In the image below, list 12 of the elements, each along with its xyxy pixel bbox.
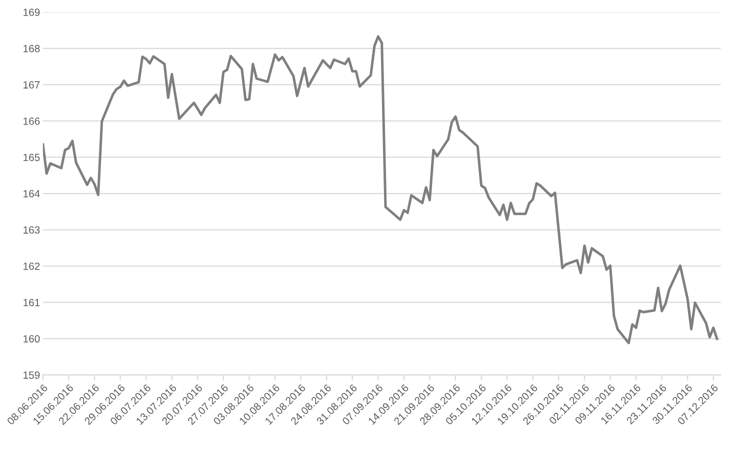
- y-tick-label: 169: [24, 8, 40, 16]
- y-tick-label: 162: [24, 262, 40, 270]
- y-tick-label: 164: [24, 190, 40, 198]
- y-tick-label: 167: [24, 81, 40, 89]
- y-tick-label: 159: [24, 371, 40, 379]
- y-tick-label: 163: [24, 226, 40, 234]
- line-series: [42, 35, 718, 344]
- y-tick-label: 165: [24, 154, 40, 162]
- y-tick-label: 168: [24, 44, 40, 52]
- y-tick-label: 161: [24, 298, 40, 306]
- y-tick-label: 166: [24, 117, 40, 125]
- y-tick-label: 160: [24, 335, 40, 343]
